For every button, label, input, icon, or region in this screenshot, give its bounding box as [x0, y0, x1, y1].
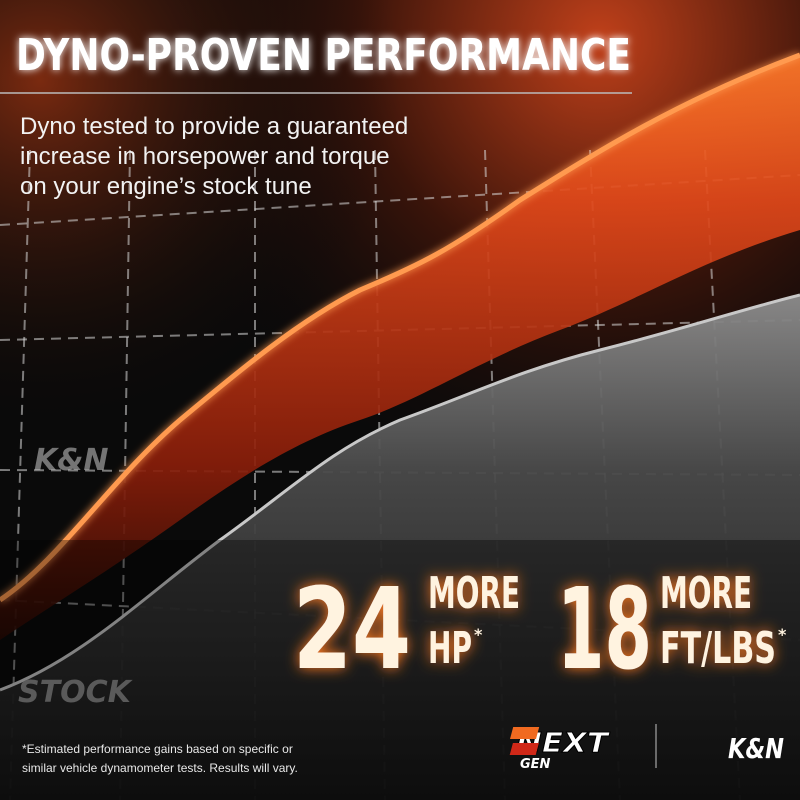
subtitle: Dyno tested to provide a guaranteed incr… — [20, 113, 408, 200]
disclaimer-line: similar vehicle dynamometer tests. Resul… — [22, 761, 298, 775]
stat-note-mark: * — [474, 625, 483, 644]
stat-unit: FT/LBS — [660, 623, 776, 674]
brand-logo-text: K&N — [728, 732, 784, 765]
stat-number: 24 — [293, 565, 411, 695]
logo-stripe — [509, 727, 540, 739]
stat-number: 18 — [557, 565, 652, 695]
disclaimer-line: *Estimated performance gains based on sp… — [22, 742, 293, 756]
stat-word: MORE — [428, 568, 520, 619]
nextgen-bottom: GEN — [520, 757, 551, 772]
stats: 24 MORE HP * 18 MORE FT/LBS * — [293, 565, 787, 695]
bottom-shade — [0, 540, 800, 800]
disclaimer: *Estimated performance gains based on sp… — [22, 742, 298, 775]
subtitle-line: increase in horsepower and torque — [20, 143, 390, 170]
brand-logo: K&N — [509, 727, 784, 765]
tuned-curve-band — [0, 55, 800, 640]
subtitle-line: on your engine’s stock tune — [20, 173, 312, 200]
stat-word: MORE — [660, 568, 752, 619]
watermark-logo: K&N — [34, 443, 109, 478]
logo-stripe — [509, 743, 539, 755]
title: DYNO-PROVEN PERFORMANCE — [16, 30, 631, 81]
stock-curve-line — [0, 293, 800, 692]
stat-unit: HP — [428, 623, 472, 674]
watermark-logo-text: K&N — [34, 443, 109, 478]
stock-label: STOCK — [18, 675, 134, 710]
tuned-curve-line — [0, 52, 800, 603]
stat-note-mark: * — [778, 625, 787, 644]
stock-curve-band — [0, 295, 800, 800]
subtitle-line: Dyno tested to provide a guaranteed — [20, 113, 408, 140]
